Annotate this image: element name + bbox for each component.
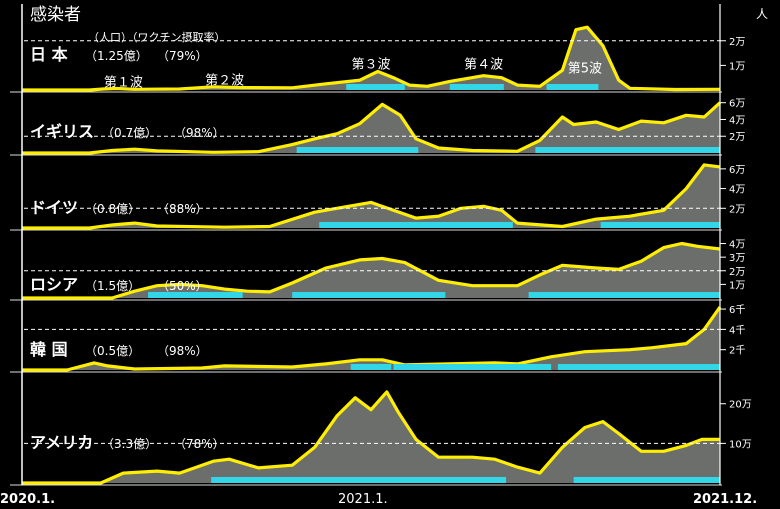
vaccine-rate-label: （98%） bbox=[157, 344, 208, 358]
header-note: （人口）（ワクチン摂取率） bbox=[88, 30, 226, 44]
series-line bbox=[22, 101, 722, 155]
population-label: （3.3億） bbox=[102, 437, 157, 451]
vaccine-bar bbox=[350, 364, 392, 370]
wave-label: 第２波 bbox=[205, 73, 244, 88]
wave-label: 第5波 bbox=[568, 62, 602, 77]
tick-label: 6万 bbox=[729, 99, 745, 110]
series-line bbox=[22, 306, 722, 372]
wave-label: 第４波 bbox=[464, 57, 503, 72]
country-name: ロシア bbox=[30, 275, 78, 294]
population-label: （0.7億） bbox=[102, 126, 157, 140]
tick-label: 4万 bbox=[729, 240, 745, 251]
vaccine-rate-label: （88%） bbox=[157, 202, 208, 216]
tick-label: 2万 bbox=[729, 267, 745, 278]
country-name: イギリス bbox=[30, 122, 94, 141]
series-line bbox=[22, 25, 721, 92]
x-start-label: 2020.1. bbox=[0, 492, 55, 507]
vaccine-bar bbox=[528, 292, 720, 298]
tick-label: 4千 bbox=[729, 324, 745, 336]
series-line bbox=[22, 241, 721, 300]
tick-label: 4万 bbox=[729, 115, 745, 126]
country-name: アメリカ bbox=[30, 433, 93, 452]
tick-label: 2千 bbox=[729, 345, 745, 357]
tick-label: 2万 bbox=[729, 204, 745, 215]
vaccine-bar bbox=[292, 292, 446, 298]
tick-label: 4万 bbox=[729, 185, 745, 196]
tick-label: 1万 bbox=[729, 280, 745, 291]
population-label: （1.25億） bbox=[85, 49, 148, 63]
vaccine-bar bbox=[546, 84, 599, 90]
vaccine-bar bbox=[346, 84, 405, 90]
series-line bbox=[22, 163, 721, 230]
tick-label: 1万 bbox=[729, 61, 745, 72]
vaccine-bar bbox=[557, 364, 720, 370]
series-area bbox=[22, 27, 720, 90]
vaccine-bar bbox=[211, 477, 507, 483]
country-name: 日 本 bbox=[30, 45, 68, 64]
vaccine-bar bbox=[319, 222, 513, 228]
vaccine-rate-label: （50%） bbox=[157, 279, 208, 293]
vaccine-rate-label: （98%） bbox=[174, 126, 225, 140]
vaccine-rate-label: （78%） bbox=[174, 437, 225, 451]
panel-0: 1万 2万日 本 （1.25億） （79%） （人口）（ワクチン摂取率） 第１波 第２波 第３… bbox=[10, 25, 745, 93]
population-label: （1.5億） bbox=[85, 279, 140, 293]
country-name: 韓 国 bbox=[30, 340, 68, 359]
vaccine-bar bbox=[148, 292, 243, 298]
vaccine-bar bbox=[600, 222, 720, 228]
series-area bbox=[22, 102, 720, 153]
x-end-label: 2021.12. bbox=[693, 492, 757, 507]
panel-4: 2千 4千 6千韓 国 （0.5億） （98%） bbox=[10, 304, 745, 373]
series-area bbox=[22, 164, 720, 228]
vaccine-bar bbox=[449, 84, 504, 90]
tick-label: 20万 bbox=[729, 400, 752, 411]
x-mid-label: 2021.1. bbox=[338, 492, 388, 507]
tick-label: 2万 bbox=[729, 132, 745, 143]
tick-label: 6千 bbox=[729, 304, 745, 316]
population-label: （0.5億） bbox=[85, 344, 140, 358]
vaccine-bar bbox=[296, 147, 419, 153]
tick-label: 10万 bbox=[729, 439, 752, 450]
population-label: （0.8億） bbox=[85, 202, 140, 216]
vaccine-bar bbox=[573, 477, 720, 483]
unit-label: 人 bbox=[756, 7, 768, 21]
wave-label: 第１波 bbox=[104, 76, 143, 91]
series-area bbox=[22, 391, 720, 483]
country-name: ドイツ bbox=[30, 198, 78, 217]
vaccine-bar bbox=[535, 147, 720, 153]
wave-label: 第３波 bbox=[351, 57, 390, 72]
series-line bbox=[22, 390, 720, 485]
tick-label: 3万 bbox=[729, 253, 745, 264]
tick-label: 2万 bbox=[729, 37, 745, 48]
vaccine-bar bbox=[393, 364, 552, 370]
chart-title: 感染者 bbox=[30, 5, 81, 25]
tick-label: 6万 bbox=[729, 165, 745, 176]
vaccine-rate-label: （79%） bbox=[157, 49, 208, 63]
